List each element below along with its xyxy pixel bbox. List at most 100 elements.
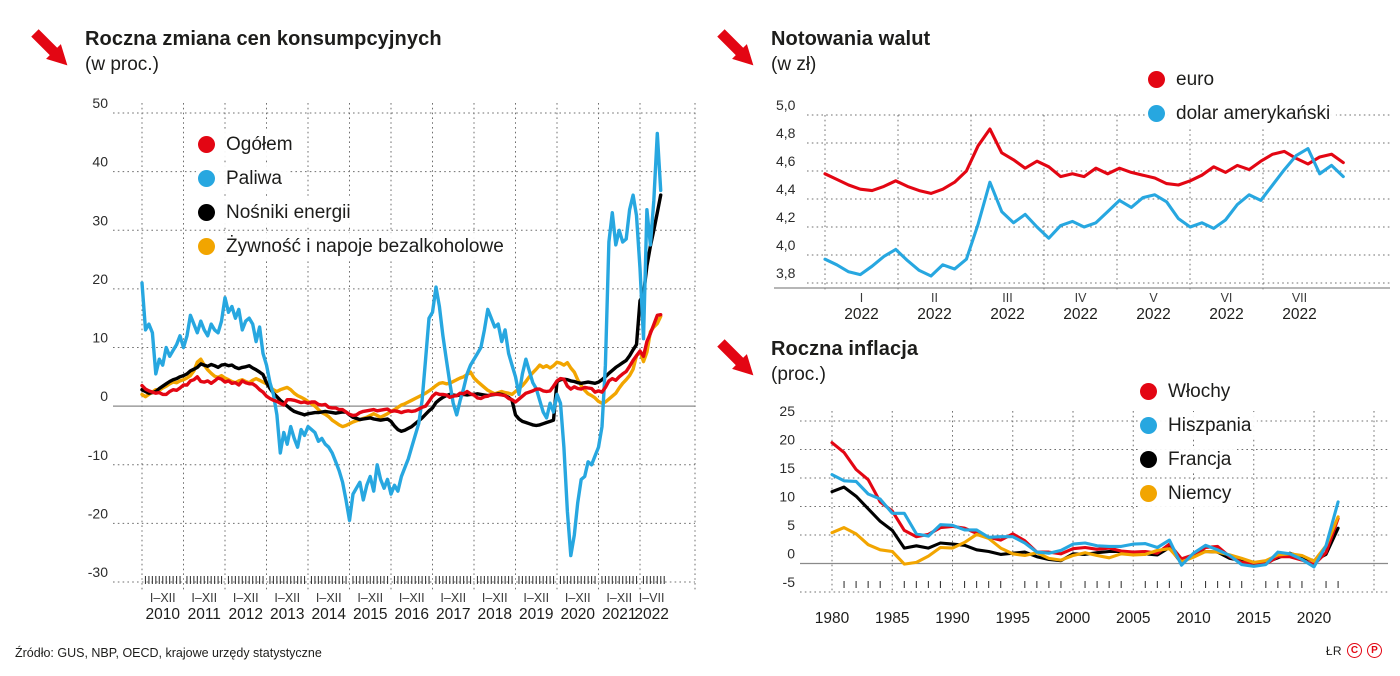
series-line-dolar-amerykański: [823, 147, 1345, 278]
x-tick-year: 2020: [1297, 610, 1332, 627]
legend-dot-icon: [198, 170, 215, 187]
y-tick-label: 50: [92, 95, 108, 111]
legend-label: dolar amerykański: [1176, 103, 1331, 124]
legend-item: dolar amerykański: [1146, 100, 1337, 127]
chart-title-inflacja: Roczna inflacja: [771, 338, 919, 360]
y-tick-label: 4,8: [776, 125, 796, 141]
x-tick-year: 2010: [146, 606, 181, 623]
legend-item: Francja: [1138, 446, 1238, 473]
y-tick-label: 0: [100, 388, 108, 404]
legend-dot-icon: [198, 238, 215, 255]
legend-label: Nośniki energii: [226, 202, 351, 223]
legend-item: euro: [1146, 66, 1221, 93]
legend-item: Paliwa: [196, 165, 288, 192]
x-tick-months: II: [931, 291, 938, 305]
y-tick-label: 4,0: [776, 237, 796, 253]
x-tick-months: I–XII: [274, 591, 300, 605]
x-tick-year: 2022: [990, 306, 1024, 323]
inflacja-legend: Włochy Hiszpania Francja Niemcy: [1138, 378, 1258, 507]
legend-label: Francja: [1168, 449, 1232, 470]
x-tick-months: I–XII: [440, 591, 466, 605]
y-tick-label: -30: [88, 564, 108, 580]
x-tick-year: 2022: [1282, 306, 1316, 323]
legend-label: euro: [1176, 69, 1215, 90]
x-tick-months: I–XII: [565, 591, 591, 605]
y-tick-label: 25: [779, 403, 795, 419]
x-tick-months: I–XII: [357, 591, 383, 605]
x-tick-months: VII: [1292, 291, 1307, 305]
x-tick-year: 2022: [917, 306, 951, 323]
y-tick-label: 4,6: [776, 153, 796, 169]
legend-item: Włochy: [1138, 378, 1237, 405]
x-tick-months: IV: [1075, 291, 1087, 305]
x-tick-year: 2005: [1116, 610, 1150, 627]
walut-line-chart: 5,04,84,64,44,24,03,8I2022II2022III2022I…: [774, 97, 1390, 323]
legend-item: Nośniki energii: [196, 199, 357, 226]
x-tick-year: 2022: [1136, 306, 1170, 323]
x-tick-year: 2022: [844, 306, 878, 323]
x-tick-months: I–XII: [482, 591, 508, 605]
legend-dot-icon: [1148, 105, 1165, 122]
chart-title-walut: Notowania walut: [771, 28, 931, 50]
x-tick-year: 2019: [519, 606, 553, 623]
legend-item: Żywność i napoje bezalkoholowe: [196, 233, 510, 260]
y-tick-label: 40: [92, 154, 108, 170]
source-note: Źródło: GUS, NBP, OECD, krajowe urzędy s…: [15, 646, 322, 660]
x-tick-year: 2014: [312, 606, 347, 623]
walut-legend: euro dolar amerykański: [1146, 66, 1337, 127]
x-tick-year: 2021: [602, 606, 636, 623]
legend-item: Ogółem: [196, 131, 299, 158]
x-tick-year: 2020: [561, 606, 596, 623]
legend-dot-icon: [1140, 485, 1157, 502]
x-tick-year: 2022: [1063, 306, 1097, 323]
x-tick-months: V: [1149, 291, 1158, 305]
y-tick-label: 20: [779, 432, 795, 448]
y-tick-label: 5,0: [776, 97, 796, 113]
x-tick-year: 1995: [996, 610, 1030, 627]
series-line-niemcy: [830, 515, 1340, 566]
down-right-arrow-icon: [31, 29, 68, 66]
legend-label: Paliwa: [226, 168, 282, 189]
cpi-legend: Ogółem Paliwa Nośniki energii Żywność i nap…: [196, 131, 510, 260]
legend-dot-icon: [1140, 417, 1157, 434]
y-tick-label: -10: [88, 447, 108, 463]
y-tick-label: -5: [783, 574, 796, 590]
legend-dot-icon: [1140, 383, 1157, 400]
legend-label: Niemcy: [1168, 483, 1232, 504]
x-tick-months: I–VII: [639, 591, 665, 605]
y-tick-label: 20: [92, 271, 108, 287]
series-line-ogółem: [140, 312, 663, 418]
legend-label: Żywność i napoje bezalkoholowe: [226, 236, 504, 257]
x-tick-year: 2013: [270, 606, 304, 623]
legend-dot-icon: [198, 136, 215, 153]
x-tick-months: III: [1002, 291, 1012, 305]
legend-item: Niemcy: [1138, 480, 1238, 507]
x-tick-months: I–XII: [316, 591, 342, 605]
y-tick-label: 5: [787, 517, 795, 533]
chart-title-cpi: Roczna zmiana cen konsumpcyjnych: [85, 28, 442, 50]
x-tick-months: I–XII: [399, 591, 425, 605]
author-initials: ŁR: [1325, 643, 1342, 658]
chart-subtitle-inflacja: (proc.): [771, 364, 826, 385]
y-tick-label: 30: [92, 212, 108, 228]
x-tick-months: I–XII: [150, 591, 176, 605]
x-tick-year: 2017: [436, 606, 470, 623]
legend-label: Hiszpania: [1168, 415, 1252, 436]
x-tick-year: 2011: [188, 606, 221, 623]
chart-subtitle-cpi: (w proc.): [85, 54, 159, 75]
x-tick-year: 2022: [1209, 306, 1243, 323]
y-tick-label: 10: [779, 489, 795, 505]
y-tick-label: 15: [779, 460, 795, 476]
x-tick-year: 2015: [1237, 610, 1271, 627]
x-tick-months: I: [860, 291, 863, 305]
chart-subtitle-walut: (w zł): [771, 54, 817, 75]
y-tick-label: -20: [88, 505, 108, 521]
y-tick-label: 4,2: [776, 209, 796, 225]
y-tick-label: 10: [92, 330, 108, 346]
x-tick-months: I–XII: [523, 591, 549, 605]
x-tick-year: 1990: [935, 610, 970, 627]
press-copyright-icon: P: [1367, 643, 1382, 658]
x-tick-year: 2018: [478, 606, 512, 623]
